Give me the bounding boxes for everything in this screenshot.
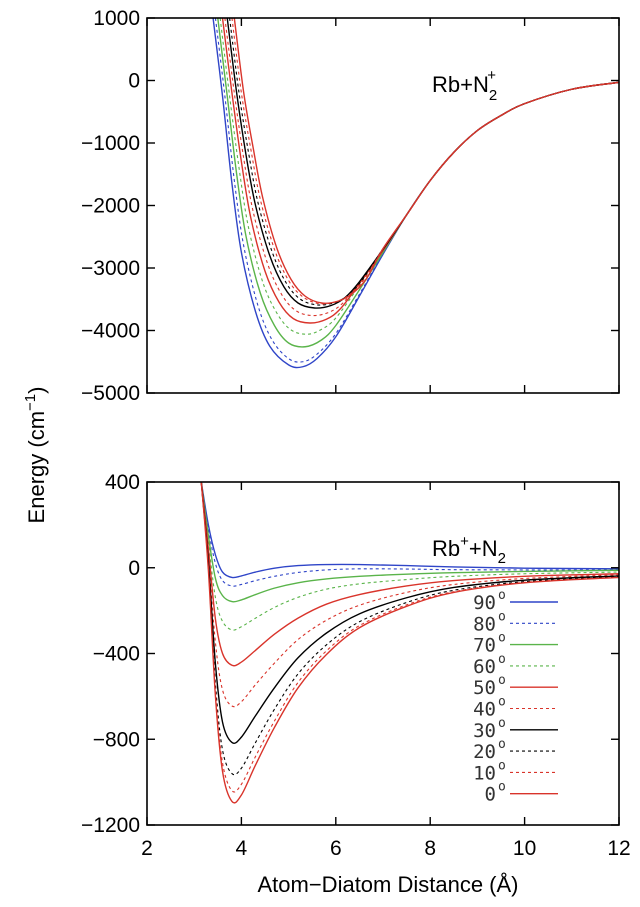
legend-label-40: 40 xyxy=(473,699,496,721)
bot-y-tick-label: 0 xyxy=(128,557,140,580)
bot-series-line-80deg xyxy=(200,482,619,587)
legend-label-10: 10 xyxy=(473,762,496,784)
top-y-tick-label: −3000 xyxy=(81,257,140,280)
bot-series-line-70deg xyxy=(200,482,619,603)
top-y-ticks: 1000 0 −1000 −2000 −3000 −4000 −5000 xyxy=(81,7,619,405)
legend-degree-symbol: o xyxy=(498,588,506,603)
bot-series-line-90deg xyxy=(200,482,619,579)
x-tick-label: 2 xyxy=(141,837,153,860)
top-y-tick-label: 1000 xyxy=(93,7,140,30)
x-tick-label: 4 xyxy=(236,837,248,860)
legend-label-90: 90 xyxy=(473,592,496,614)
bot-series-line-10deg xyxy=(200,482,619,793)
y-axis-label: Energy (cm−1) xyxy=(22,387,49,524)
x-tick-label: 10 xyxy=(513,837,536,860)
legend-degree-symbol: o xyxy=(498,780,506,795)
top-series-line-20deg xyxy=(229,18,619,306)
legend-degree-symbol: o xyxy=(498,737,506,752)
top-series-line-50deg xyxy=(221,18,619,324)
bot-series-line-20deg xyxy=(200,482,619,776)
top-x-ticks xyxy=(146,18,620,393)
legend-degree-symbol: o xyxy=(498,758,506,773)
top-series-line-60deg xyxy=(219,18,619,335)
legend-degree-symbol: o xyxy=(498,695,506,710)
top-y-tick-label: −2000 xyxy=(81,195,140,218)
bot-y-tick-label: 400 xyxy=(105,471,140,494)
bottom-annotation: Rb++N2 xyxy=(432,533,506,567)
legend-label-50: 50 xyxy=(473,677,496,699)
bot-series-line-60deg xyxy=(200,482,619,631)
bot-y-tick-label: −1200 xyxy=(81,814,140,837)
legend-degree-symbol: o xyxy=(498,652,506,667)
legend-degree-symbol: o xyxy=(498,716,506,731)
bottom-panel: 4000−400−800−1200 2 4 6 8 10 12 Rb++N2 90 o80 o… xyxy=(81,471,631,860)
legend-label-60: 60 xyxy=(473,656,496,678)
x-tick-label: 6 xyxy=(330,837,342,860)
top-y-tick-label: 0 xyxy=(128,70,140,93)
legend: 90 o80 o70 o60 o50 o40 o30 o20 o10 o0 o xyxy=(473,588,558,806)
bot-series-line-0deg xyxy=(200,482,619,804)
legend-degree-symbol: o xyxy=(498,609,506,624)
legend-label-80: 80 xyxy=(473,613,496,635)
x-tick-label: 12 xyxy=(607,837,630,860)
top-series-line-30deg xyxy=(226,18,619,309)
legend-label-70: 70 xyxy=(473,635,496,657)
legend-label-0: 0 xyxy=(485,784,496,806)
bot-series-line-30deg xyxy=(200,482,619,745)
x-axis-label: Atom−Diatom Distance (Å) xyxy=(257,872,518,897)
legend-degree-symbol: o xyxy=(498,673,506,688)
top-y-tick-label: −5000 xyxy=(81,382,140,405)
top-annotation: Rb+N2+ xyxy=(432,67,497,104)
bottom-curves xyxy=(200,482,619,804)
top-series-line-10deg xyxy=(231,18,619,305)
x-tick-label: 8 xyxy=(424,837,436,860)
bot-y-tick-label: −800 xyxy=(93,728,140,751)
top-series-line-70deg xyxy=(217,18,619,348)
top-series-line-80deg xyxy=(214,18,619,363)
top-y-tick-label: −4000 xyxy=(81,320,140,343)
bottom-y-ticks: 4000−400−800−1200 xyxy=(81,471,619,837)
legend-degree-symbol: o xyxy=(498,631,506,646)
top-y-tick-label: −1000 xyxy=(81,132,140,155)
top-plot-frame xyxy=(146,17,620,394)
bot-series-line-50deg xyxy=(200,482,619,667)
top-panel: 1000 0 −1000 −2000 −3000 −4000 −5000 Rb+N2+ xyxy=(81,7,620,405)
top-series-line-90deg xyxy=(212,18,619,369)
bottom-plot-frame xyxy=(146,481,620,826)
legend-label-20: 20 xyxy=(473,741,496,763)
bot-series-line-40deg xyxy=(200,482,619,708)
bottom-x-ticks: 2 4 6 8 10 12 xyxy=(141,482,631,860)
top-series-line-0deg xyxy=(233,18,619,304)
bot-y-tick-label: −400 xyxy=(93,643,140,666)
legend-label-30: 30 xyxy=(473,720,496,742)
top-curves xyxy=(212,18,619,369)
